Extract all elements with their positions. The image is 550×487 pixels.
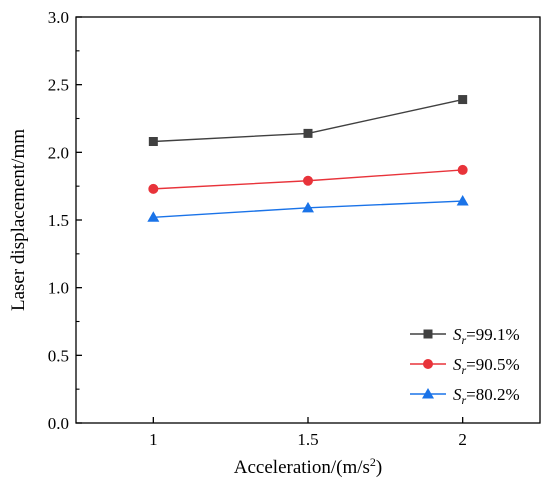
legend-subscript: r xyxy=(462,363,467,377)
legend-marker xyxy=(423,359,433,369)
x-tick-label: 2 xyxy=(458,430,467,449)
y-tick-label: 2.0 xyxy=(48,143,69,162)
x-axis-title-superscript: 2 xyxy=(370,455,376,469)
legend-value: =90.5% xyxy=(466,355,520,374)
legend-symbol: S xyxy=(453,385,462,404)
data-point xyxy=(456,195,469,206)
legend-symbol: S xyxy=(453,355,462,374)
x-axis-title: Acceleration/(m/s2) xyxy=(234,455,382,478)
y-tick-label: 0.0 xyxy=(48,414,69,433)
legend-label: Sr=90.5% xyxy=(453,355,520,377)
data-point xyxy=(303,128,313,138)
x-axis-ticks: 1 1.5 2 xyxy=(149,417,467,449)
y-tick-label: 2.5 xyxy=(48,76,69,95)
legend-symbol: S xyxy=(453,325,462,344)
data-point xyxy=(457,164,468,175)
y-tick-label: 0.5 xyxy=(48,346,69,365)
legend-subscript: r xyxy=(462,333,467,347)
y-axis-title: Laser displacement/mm xyxy=(8,129,29,311)
legend-item-0: Sr=99.1% xyxy=(410,325,520,347)
x-tick-label: 1.5 xyxy=(297,430,318,449)
legend-value: =80.2% xyxy=(466,385,520,404)
legend-label: Sr=99.1% xyxy=(453,325,520,347)
legend-item-2: Sr=80.2% xyxy=(410,385,520,407)
data-point xyxy=(302,201,314,213)
y-tick-label: 1.0 xyxy=(48,279,69,298)
legend-item-1: Sr=90.5% xyxy=(410,355,520,377)
x-axis-title-main: Acceleration/(m/s xyxy=(234,457,370,478)
data-point xyxy=(147,211,160,222)
data-point xyxy=(303,175,313,186)
data-point xyxy=(458,95,468,105)
y-tick-label: 3.0 xyxy=(48,8,69,27)
legend-marker xyxy=(422,388,434,399)
data-point xyxy=(148,183,159,194)
series-2 xyxy=(147,195,469,222)
y-axis-ticks: 0.0 0.5 1.0 1.5 2.0 2.5 3.0 xyxy=(48,8,82,433)
legend-marker xyxy=(423,329,433,339)
series-0 xyxy=(148,95,468,147)
legend-subscript: r xyxy=(462,393,467,407)
legend-value: =99.1% xyxy=(466,325,520,344)
series-layer xyxy=(147,95,469,222)
x-axis-title-tail: ) xyxy=(376,457,382,478)
legend: Sr=99.1%Sr=90.5%Sr=80.2% xyxy=(410,325,520,407)
x-tick-label: 1 xyxy=(149,430,158,449)
legend-label: Sr=80.2% xyxy=(453,385,520,407)
y-tick-label: 1.5 xyxy=(48,211,69,230)
data-point xyxy=(148,137,158,147)
series-1 xyxy=(148,164,468,194)
